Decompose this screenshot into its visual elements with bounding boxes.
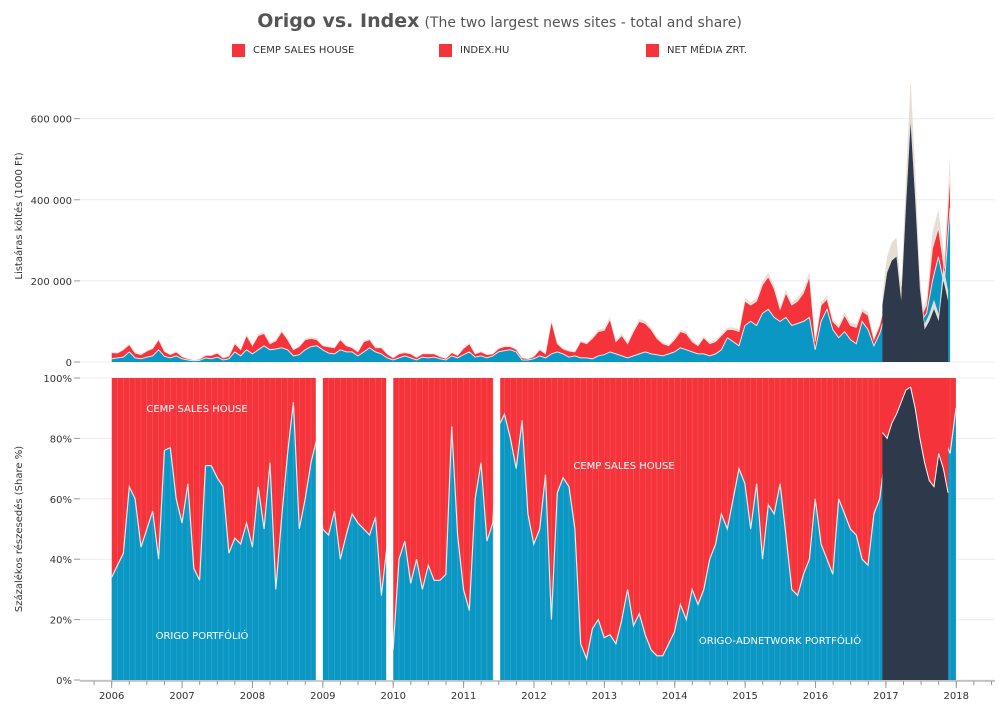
x-tick-label: 2011 bbox=[451, 691, 476, 702]
top-y-tick-label: 200 000 bbox=[31, 277, 72, 288]
bottom-gap bbox=[315, 377, 323, 681]
share-annotation: ORIGO-ADNETWORK PORTFÓLIÓ bbox=[699, 634, 861, 647]
legend-item-cemp[interactable]: CEMP SALES HOUSE bbox=[232, 42, 354, 58]
x-tick-label: 2017 bbox=[873, 691, 898, 702]
chart-title-subtitle: (The two largest news sites - total and … bbox=[424, 15, 742, 31]
legend-label: CEMP SALES HOUSE bbox=[253, 44, 355, 56]
bottom-boundary-line bbox=[111, 400, 957, 662]
x-tick-label: 2014 bbox=[662, 691, 687, 702]
bottom-gap bbox=[386, 377, 394, 681]
chart-title-main: Origo vs. Index bbox=[257, 10, 420, 32]
share-annotation: CEMP SALES HOUSE bbox=[573, 461, 674, 472]
bottom-y-tick-label: 60% bbox=[50, 495, 72, 506]
top-y-tick-label: 600 000 bbox=[31, 115, 72, 126]
top-y-tick-label: 400 000 bbox=[31, 196, 72, 207]
bottom-projection-line bbox=[882, 386, 949, 493]
x-tick-label: 2006 bbox=[99, 691, 124, 702]
legend-swatch bbox=[439, 43, 452, 57]
share-annotation: ORIGO PORTFÓLIÓ bbox=[156, 629, 249, 642]
x-tick-label: 2009 bbox=[310, 691, 335, 702]
x-tick-label: 2010 bbox=[380, 691, 405, 702]
top-boundary-origo bbox=[111, 207, 951, 362]
bottom-y-tick-label: 40% bbox=[50, 555, 72, 566]
chart-title: Origo vs. Index (The two largest news si… bbox=[0, 10, 999, 32]
legend-item-netmedia[interactable]: NET MÉDIA ZRT. bbox=[646, 42, 747, 58]
top-projection-area bbox=[882, 122, 949, 362]
bottom-y-tick-label: 80% bbox=[50, 434, 72, 445]
x-tick-label: 2013 bbox=[592, 691, 617, 702]
legend-label: NET MÉDIA ZRT. bbox=[667, 44, 747, 56]
bottom-y-axis-title: Százalékos részesedés (Share %) bbox=[13, 446, 25, 612]
legend-item-index[interactable]: INDEX.HU bbox=[439, 42, 509, 58]
bottom-y-tick-label: 20% bbox=[50, 616, 72, 627]
x-tick-label: 2015 bbox=[732, 691, 757, 702]
top-y-axis-title: Listaáras költés (1000 Ft) bbox=[13, 152, 25, 279]
top-projection-other bbox=[882, 79, 949, 330]
x-tick-label: 2018 bbox=[944, 691, 969, 702]
x-tick-label: 2008 bbox=[240, 691, 265, 702]
top-y-tick-label: 0 bbox=[66, 358, 72, 369]
legend-label: INDEX.HU bbox=[460, 44, 510, 56]
bottom-gap bbox=[493, 377, 501, 681]
bottom-y-tick-label: 0% bbox=[56, 676, 72, 687]
top-boundary-cemp bbox=[111, 175, 951, 361]
share-annotation: CEMP SALES HOUSE bbox=[146, 404, 247, 415]
bottom-y-tick-label: 100% bbox=[43, 374, 72, 385]
x-tick-label: 2016 bbox=[803, 691, 828, 702]
legend-swatch bbox=[646, 43, 659, 57]
x-tick-label: 2012 bbox=[521, 691, 546, 702]
bottom-projection-area bbox=[882, 387, 949, 680]
x-tick-label: 2007 bbox=[169, 691, 194, 702]
legend-swatch bbox=[232, 43, 245, 57]
top-area-origo bbox=[111, 207, 951, 362]
